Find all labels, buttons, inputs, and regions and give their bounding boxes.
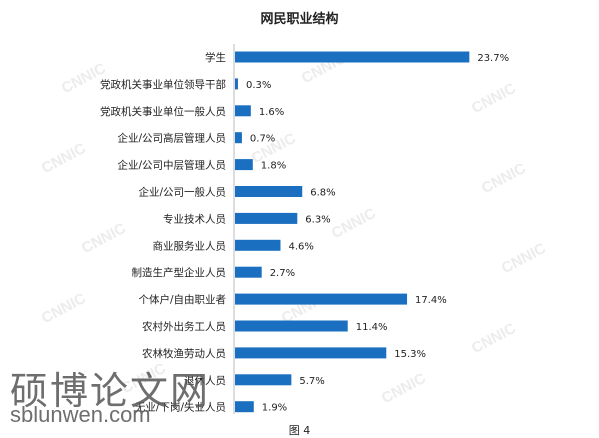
category-label: 退休人员 [184,375,226,387]
bar [235,212,298,224]
chart-title: 网民职业结构 [260,12,339,27]
category-label: 农村外出务工人员 [142,320,226,333]
value-label: 5.7% [299,376,324,387]
value-label: 23.7% [477,53,509,64]
category-label: 制造生产型企业人员 [132,266,227,279]
bar [235,186,303,197]
category-label: 企业/公司一般人员 [138,186,226,199]
bar [235,105,251,117]
category-label: 企业/公司中层管理人员 [117,159,226,172]
category-label: 商业服务业人员 [153,239,227,252]
value-label: 6.3% [305,214,330,225]
bar [235,132,242,144]
bar [235,159,253,171]
value-label: 17.4% [415,295,447,306]
category-label: 企业/公司高层管理人员 [117,132,226,145]
site-watermark-name: 硕博论文网 [10,369,211,413]
bar [235,293,408,305]
bar [235,266,262,278]
bars-group: 学生 23.7% 党政机关事业单位领导干部 0.3% 党政机关事业单位一般人员 1.6% 企… [100,51,509,414]
value-label: 1.8% [261,161,286,172]
category-label: 党政机关事业单位领导干部 [100,78,226,91]
value-label: 15.3% [394,349,426,360]
value-label: 0.7% [250,134,275,145]
category-label: 农林牧渔劳动人员 [142,347,226,360]
value-label: 6.8% [310,188,335,199]
category-label: 专业技术人员 [163,212,226,225]
value-label: 1.9% [262,403,287,414]
figure-caption: 图 4 [288,424,311,437]
bar [235,401,254,413]
category-label: 学生 [205,51,226,64]
site-watermark-url: sblunwen.com [10,402,151,427]
value-label: 11.4% [356,322,388,333]
category-label: 无业/下岗/失业人员 [135,401,226,414]
bar [235,239,281,251]
value-label: 0.3% [246,80,271,91]
value-label: 1.6% [259,107,284,118]
bar [235,51,470,63]
bar [235,320,348,332]
bar [235,78,238,90]
bar [235,347,387,359]
value-label: 2.7% [270,268,295,279]
bar [235,374,292,386]
category-label: 党政机关事业单位一般人员 [100,105,226,118]
value-label: 4.6% [288,241,313,252]
category-label: 个体户/自由职业者 [138,293,226,306]
